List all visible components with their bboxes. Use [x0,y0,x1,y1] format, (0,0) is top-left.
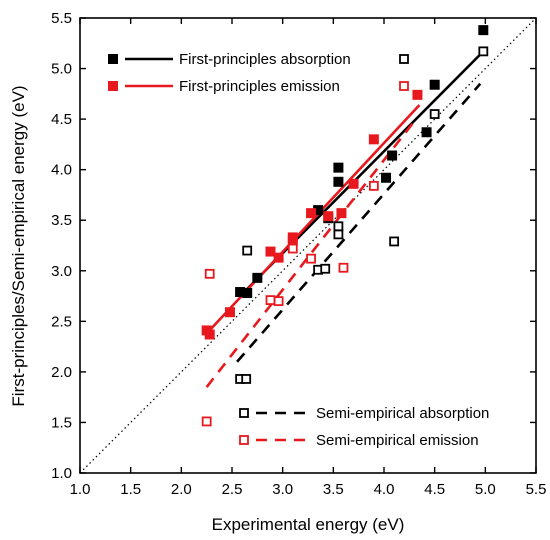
data-point-series-3 [201,416,212,427]
data-point-series-0 [313,205,324,216]
data-point-series-0 [478,25,489,36]
data-point-series-0 [333,176,344,187]
legend-top: First-principles absorption First-princip… [108,51,409,95]
data-point-series-1 [412,89,423,100]
legend-bottom: Semi-empirical absorption Semi-empirical … [239,405,489,449]
legend-label: First-principles emission [179,78,340,95]
data-point-series-2 [478,46,489,57]
data-point-series-0 [381,172,392,183]
y-tick-label: 1.5 [51,414,72,431]
reference-line-layer [80,18,536,473]
x-tick-label: 1.5 [120,481,141,498]
data-point-series-0 [387,150,398,161]
x-axis-title: Experimental energy (eV) [212,515,405,534]
y-tick-label: 2.5 [51,313,72,330]
legend-marker-series-2 [399,54,409,64]
fit-line-series-1 [205,104,421,335]
data-point-series-0 [242,288,253,299]
data-point-series-1 [287,232,298,243]
data-point-series-2 [389,236,400,247]
legend-label: Semi-empirical emission [316,432,479,449]
reference-line [80,18,536,473]
markers-layer [201,25,489,427]
y-tick-label: 3.5 [51,212,72,229]
data-point-series-1 [348,178,359,189]
x-tick-label: 4.0 [374,481,395,498]
legend-marker-series-3 [239,435,249,445]
legend-marker-series-2 [239,408,249,418]
data-point-series-1 [265,246,276,257]
x-tick-label: 5.0 [475,481,496,498]
data-point-series-3 [265,295,276,306]
data-point-series-0 [235,287,246,298]
legend-marker-series-1 [108,81,118,91]
data-point-series-1 [204,329,215,340]
x-axis: 1.0 1.5 2.0 2.5 3.0 3.5 4.0 4.5 5.0 5.5 [70,18,547,498]
data-point-series-0 [421,127,432,138]
x-tick-label: 1.0 [70,481,91,498]
x-tick-label: 5.5 [526,481,547,498]
y-tick-label: 1.0 [51,465,72,482]
data-point-series-3 [273,296,284,307]
data-point-series-2 [333,221,344,232]
x-tick-label: 2.0 [171,481,192,498]
data-point-series-2 [241,374,252,384]
fit-line-series-2 [236,82,482,363]
y-tick-label: 3.0 [51,263,72,280]
data-point-series-1 [323,211,334,222]
x-tick-label: 3.0 [272,481,293,498]
x-tick-label: 3.5 [323,481,344,498]
data-point-series-1 [273,252,284,263]
y-axis-title: First-principles/Semi-empirical energy (… [9,85,28,406]
legend-label: Semi-empirical absorption [316,405,489,422]
data-point-series-3 [368,180,379,191]
data-point-series-3 [204,268,215,279]
legend-label: First-principles absorption [179,51,351,68]
y-tick-label: 4.5 [51,111,72,128]
data-point-series-3 [287,243,298,254]
data-point-series-0 [333,162,344,173]
data-point-series-2 [333,229,344,240]
legend-marker-series-3 [399,81,409,91]
y-tick-label: 5.0 [51,61,72,78]
data-point-series-3 [306,253,316,264]
data-point-series-2 [429,109,440,119]
data-point-series-1 [368,134,379,145]
data-point-series-2 [320,263,331,274]
y-tick-label: 2.0 [51,364,72,381]
data-point-series-1 [224,307,235,318]
data-point-series-3 [338,262,349,273]
data-point-series-1 [336,208,347,219]
x-tick-label: 4.5 [424,481,445,498]
data-point-series-2 [242,245,253,256]
data-point-series-1 [306,208,317,219]
x-tick-label: 2.5 [222,481,243,498]
y-tick-label: 4.0 [51,162,72,179]
legend-marker-series-0 [108,54,118,64]
y-axis: 1.0 1.5 2.0 2.5 3.0 3.5 4.0 4.5 5.0 5.5 [51,10,536,482]
fit-lines-layer [205,50,485,388]
plot-frame [79,17,537,474]
data-point-series-0 [252,272,263,283]
data-point-series-0 [429,79,440,90]
y-tick-label: 5.5 [51,10,72,27]
